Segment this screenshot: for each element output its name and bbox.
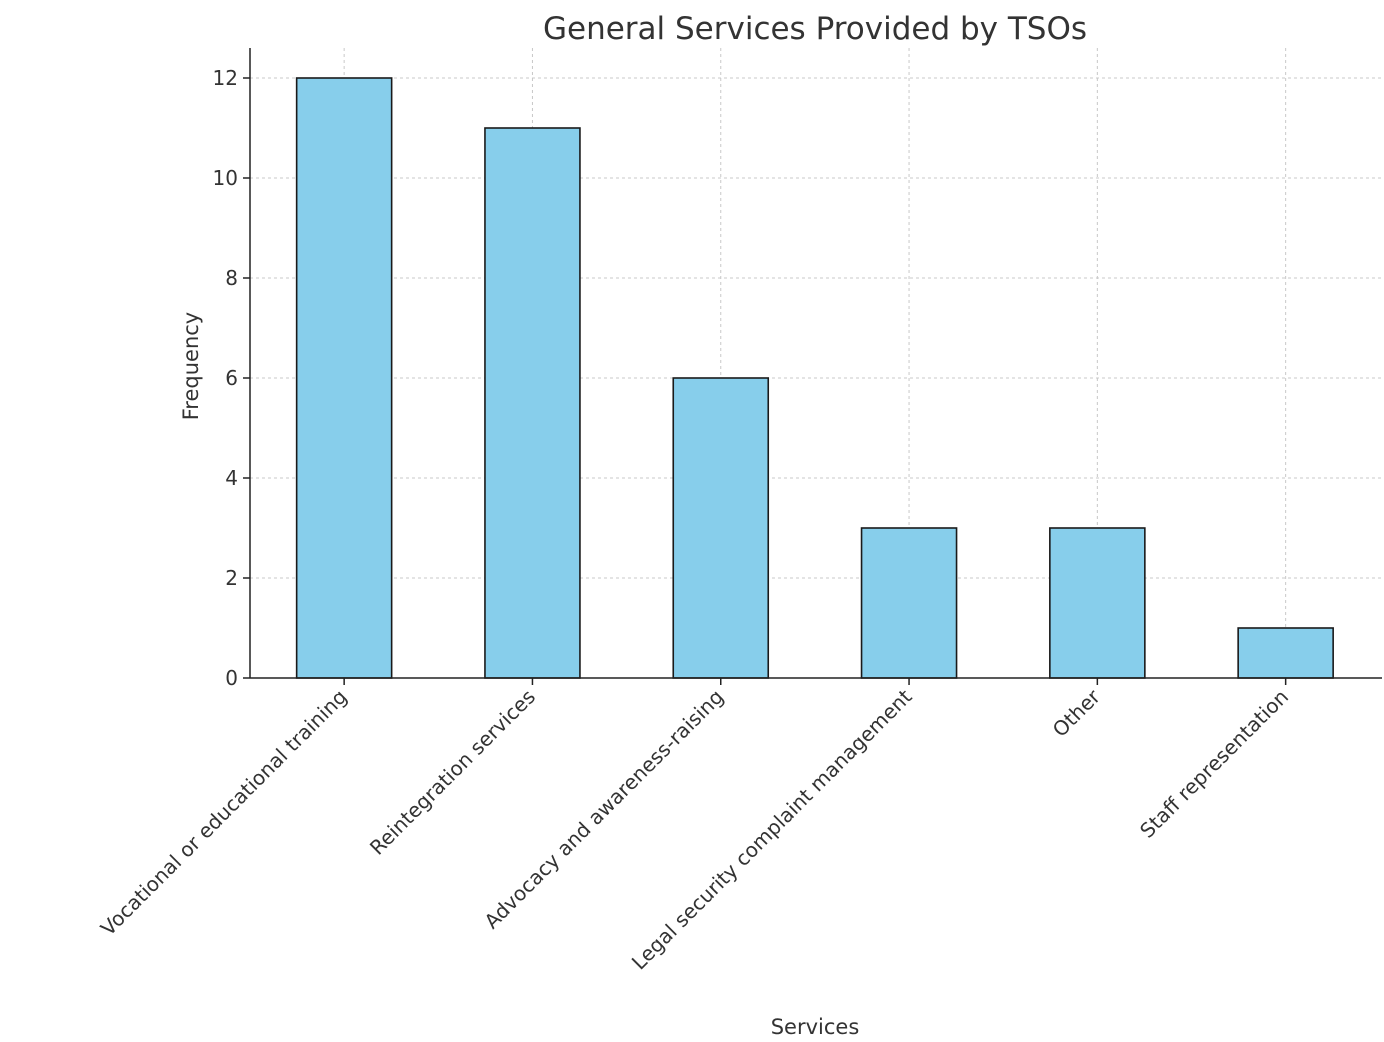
bar — [295, 77, 393, 679]
x-axis-label: Services — [771, 1015, 860, 1039]
y-tick-label: 4 — [225, 466, 238, 490]
bar — [860, 527, 958, 679]
axes — [249, 48, 1382, 679]
bar — [672, 377, 770, 679]
grid — [250, 48, 1382, 678]
x-tick-label: Vocational or educational training — [96, 685, 352, 941]
y-ticks: 0 2 4 6 8 10 12 — [213, 66, 250, 690]
x-tick-label: Other — [1048, 684, 1106, 742]
y-axis-label: Frequency — [179, 312, 203, 421]
bars — [295, 77, 1334, 679]
y-tick-label: 8 — [225, 266, 238, 290]
y-tick-label: 12 — [213, 66, 238, 90]
x-tick-label: Staff representation — [1135, 685, 1293, 843]
chart-title: General Services Provided by TSOs — [543, 11, 1087, 47]
bar — [1237, 627, 1334, 679]
y-tick-label: 0 — [225, 666, 238, 690]
bar — [484, 127, 581, 679]
bar — [1049, 527, 1146, 679]
y-tick-label: 6 — [225, 366, 238, 390]
y-tick-label: 2 — [225, 566, 238, 590]
y-tick-label: 10 — [213, 166, 238, 190]
x-tick-label: Reintegration services — [365, 685, 540, 860]
x-ticks: Vocational or educational training Reinte… — [96, 678, 1293, 974]
